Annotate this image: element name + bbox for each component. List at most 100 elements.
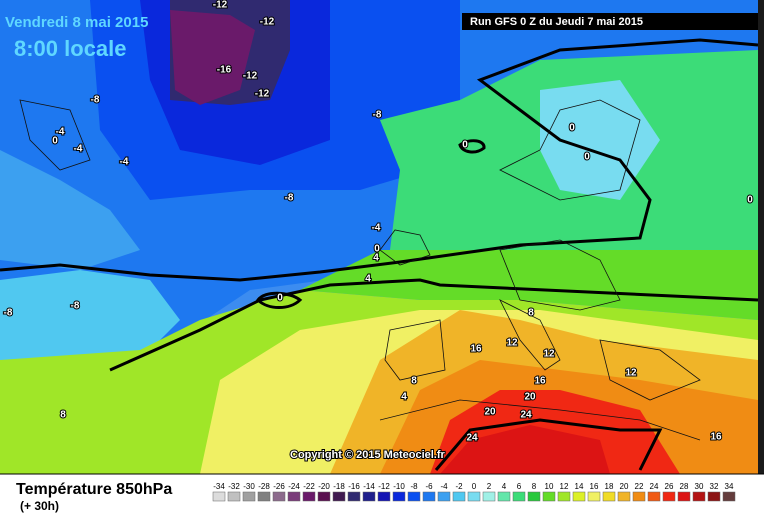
frame — [758, 0, 764, 474]
scale-label: -28 — [258, 482, 270, 491]
coastlines — [19, 99, 701, 441]
contour-label: 0 — [584, 152, 590, 163]
contour-label: -8 — [373, 110, 382, 121]
field — [540, 80, 660, 200]
scale-swatch — [662, 491, 676, 502]
contour-label: -8 — [4, 308, 13, 319]
scale-swatch — [707, 491, 721, 502]
contour-label: 16 — [470, 344, 482, 355]
contour-label: 4 — [373, 253, 379, 264]
scale-swatch — [392, 491, 406, 502]
field — [170, 10, 255, 105]
color-scale: -34 -32 -30 -28 -26 -24 -22 -20 -18 -16 -14 -12 -10-… — [212, 482, 736, 502]
field — [300, 250, 758, 320]
contour-label: 8 — [411, 376, 417, 387]
scale-label: 12 — [560, 482, 569, 491]
scale-swatch — [692, 491, 706, 502]
scale-swatch — [212, 491, 226, 502]
contour-label: 0 — [277, 293, 283, 304]
scale-label: 18 — [605, 482, 614, 491]
footer-title: Température 850hPa — [16, 481, 172, 498]
scale-swatch — [587, 491, 601, 502]
field — [0, 150, 140, 270]
contour-label: 0 — [374, 244, 380, 255]
scale-label: -12 — [378, 482, 390, 491]
contour-label: -16 — [217, 65, 232, 76]
isotherm-lines — [0, 38, 758, 471]
scale-swatch — [377, 491, 391, 502]
scale-label: -34 — [213, 482, 225, 491]
contour-label: 4 — [365, 274, 371, 285]
contour-label: 20 — [524, 392, 536, 403]
contour-label: -8 — [285, 193, 294, 204]
scale-swatch — [467, 491, 481, 502]
contour-label: -12 — [213, 0, 228, 11]
contour-label: 16 — [710, 432, 722, 443]
scale-swatch — [602, 491, 616, 502]
scale-label: 2 — [487, 482, 492, 491]
scale-swatch — [497, 491, 511, 502]
contour-label: 4 — [401, 392, 407, 403]
scale-label: -16 — [348, 482, 360, 491]
contour-label: 0 — [52, 136, 58, 147]
map-labels: -12-12-16-12-12-8-8-40-4-4000-8-404400-8… — [3, 0, 755, 445]
scale-label: -10 — [393, 482, 405, 491]
scale-label: -14 — [363, 482, 375, 491]
time: 8:00 locale — [14, 36, 127, 61]
scale-swatch — [437, 491, 451, 502]
scale-swatch — [347, 491, 361, 502]
scale-swatch — [632, 491, 646, 502]
scale-swatch — [227, 491, 241, 502]
scale-label: 6 — [517, 482, 522, 491]
scale-label: -18 — [333, 482, 345, 491]
scale-label: -8 — [410, 482, 418, 491]
contour-label: -4 — [56, 127, 65, 138]
scale-swatch — [527, 491, 541, 502]
scale-swatch — [452, 491, 466, 502]
scale-swatch — [557, 491, 571, 502]
contour-label: 0 — [462, 140, 468, 151]
contour-label: -4 — [74, 144, 83, 155]
scale-swatch — [647, 491, 661, 502]
contour-label: 0 — [569, 123, 575, 134]
run-info: Run GFS 0 Z du Jeudi 7 mai 2015 — [470, 16, 643, 28]
scale-swatch — [317, 491, 331, 502]
scale-swatch — [677, 491, 691, 502]
footer-lead: (+ 30h) — [20, 499, 59, 513]
copyright: Copyright © 2015 Meteociel.fr — [290, 449, 446, 461]
scale-swatch — [542, 491, 556, 502]
run-box — [462, 13, 758, 30]
scale-swatch — [482, 491, 496, 502]
scale-label: -4 — [440, 482, 448, 491]
scale-swatch — [572, 491, 586, 502]
date: Vendredi 8 mai 2015 — [5, 14, 148, 31]
scale-label: 30 — [695, 482, 704, 491]
scale-label: -30 — [243, 482, 255, 491]
field — [0, 270, 180, 360]
scale-swatch — [362, 491, 376, 502]
scale-label: 10 — [545, 482, 554, 491]
scale-swatch — [302, 491, 316, 502]
scale-swatch — [272, 491, 286, 502]
scale-label: -22 — [303, 482, 315, 491]
contour-label: -12 — [243, 71, 258, 82]
scale-label: 28 — [680, 482, 689, 491]
scale-label: -26 — [273, 482, 285, 491]
contour-label: 0 — [747, 195, 753, 206]
scale-label: 4 — [502, 482, 507, 491]
scale-swatch — [422, 491, 436, 502]
contour-label: -8 — [91, 95, 100, 106]
contour-label: 8 — [528, 308, 534, 319]
field — [440, 425, 610, 474]
contour-label: -8 — [71, 301, 80, 312]
contour-label: 8 — [60, 410, 66, 421]
scale-label: 32 — [710, 482, 719, 491]
map — [0, 0, 758, 474]
contour-label: 24 — [466, 433, 478, 444]
contour-label: -4 — [372, 223, 381, 234]
scale-swatch — [332, 491, 346, 502]
scale-label: 24 — [650, 482, 659, 491]
scale-swatch — [617, 491, 631, 502]
scale-label: 34 — [725, 482, 734, 491]
